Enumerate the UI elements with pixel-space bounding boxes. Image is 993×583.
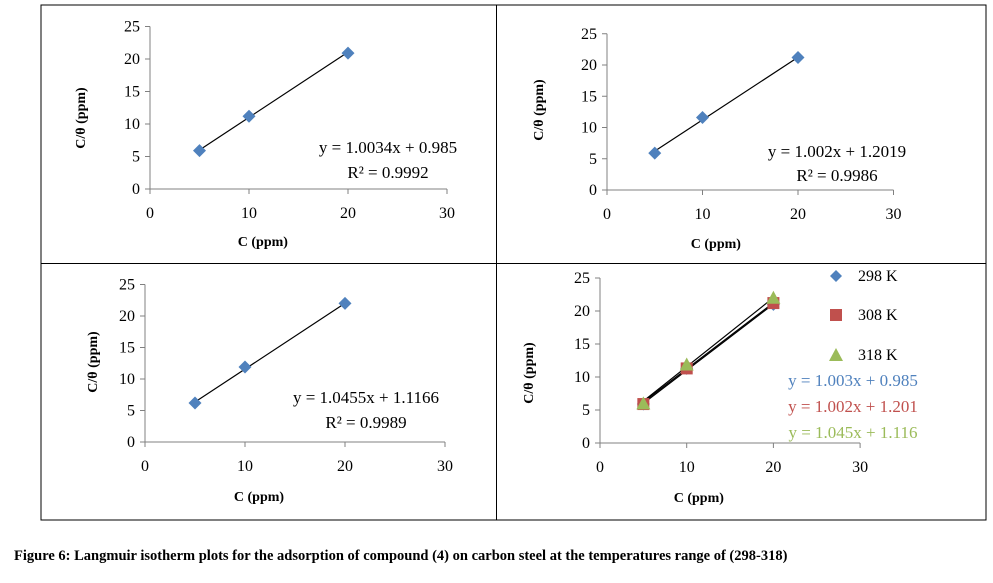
trendline-series-1	[642, 303, 774, 404]
data-point-diamond	[193, 144, 206, 158]
data-point-diamond	[648, 146, 662, 160]
chart-panel-1: 0 5 10 15 20 25 0 10 20 30 C (ppm) C/θ (ppm) y = 1.0…	[74, 19, 457, 251]
x-tick-label: 0	[146, 205, 154, 222]
chart-panels: 0 5 10 15 20 25 0 10 20 30 C (ppm) C/θ (ppm) y = 1.0…	[74, 19, 918, 507]
trendline-series-3	[642, 297, 774, 402]
trendline-series-1	[194, 302, 346, 403]
data-point-diamond	[242, 109, 256, 123]
y-tick-label: 10	[119, 371, 135, 388]
x-tick-label: 10	[237, 458, 253, 475]
equation-annotation: y = 1.0034x + 0.985	[319, 138, 457, 157]
y-tick-label: 15	[581, 88, 597, 105]
data-point-diamond	[696, 111, 709, 124]
legend-label: 298 K	[858, 268, 898, 285]
data-point-diamond	[338, 296, 352, 310]
equation-annotation: y = 1.002x + 1.2019	[768, 142, 906, 161]
y-tick-label: 5	[127, 403, 135, 420]
trendline-series-1	[654, 56, 799, 152]
x-tick-label: 10	[679, 459, 695, 476]
chart-panel-4: 0 5 10 15 20 25 0 10 20 30 C (ppm) C/θ (ppm) y = 1.0…	[522, 268, 918, 506]
x-tick-label: 10	[695, 206, 711, 223]
x-tick-label: 20	[790, 206, 806, 223]
x-tick-label: 0	[141, 458, 149, 475]
y-tick-label: 15	[124, 84, 140, 101]
data-point-diamond	[188, 396, 202, 410]
y-tick-label: 5	[589, 151, 597, 168]
y-tick-label: 20	[574, 303, 590, 320]
y-tick-label: 25	[124, 19, 140, 36]
y-tick-label: 0	[127, 434, 135, 451]
legend-label: 308 K	[858, 307, 898, 324]
x-axis-title: C (ppm)	[691, 237, 742, 252]
x-axis-title: C (ppm)	[234, 490, 285, 505]
y-tick-label: 5	[132, 149, 140, 166]
y-tick-label: 10	[574, 369, 590, 386]
x-tick-label: 20	[340, 205, 356, 222]
data-point-triangle	[679, 357, 694, 371]
equation-annotation: y = 1.045x + 1.116	[788, 423, 917, 442]
y-tick-label: 15	[574, 336, 590, 353]
y-tick-label: 20	[124, 51, 140, 68]
legend: 298 K 308 K 318 K	[829, 268, 898, 364]
x-tick-label: 30	[439, 205, 455, 222]
chart-panel-2: 0 5 10 15 20 25 0 10 20 30 C (ppm) C/θ (ppm) y = 1.0…	[532, 26, 906, 252]
x-tick-label: 0	[596, 459, 604, 476]
legend-marker	[830, 309, 842, 321]
equation-annotation: R² = 0.9989	[325, 413, 406, 432]
legend-label: 318 K	[858, 347, 898, 364]
y-tick-label: 25	[581, 26, 597, 43]
chart-panel-3: 0 5 10 15 20 25 0 10 20 30 C (ppm) C/θ (ppm) y = 1.0…	[86, 277, 453, 506]
y-tick-label: 15	[119, 340, 135, 357]
y-tick-label: 0	[582, 435, 590, 452]
y-tick-label: 20	[581, 57, 597, 74]
legend-marker	[829, 348, 843, 361]
y-tick-label: 5	[582, 402, 590, 419]
y-axis-title: C/θ (ppm)	[522, 342, 537, 404]
x-tick-label: 30	[437, 458, 453, 475]
data-point-triangle	[636, 396, 651, 410]
data-point-diamond	[791, 51, 805, 64]
y-axis-title: C/θ (ppm)	[74, 87, 89, 149]
x-tick-label: 30	[852, 459, 868, 476]
trendline-series-2	[642, 302, 774, 403]
equation-annotation: R² = 0.9986	[796, 166, 877, 185]
x-axis-title: C (ppm)	[238, 235, 289, 250]
y-axis-title: C/θ (ppm)	[86, 331, 101, 393]
y-tick-label: 0	[132, 181, 140, 198]
data-point-diamond	[238, 360, 252, 374]
equation-annotation: y = 1.002x + 1.201	[788, 397, 918, 416]
equation-annotation: R² = 0.9992	[347, 163, 428, 182]
equation-annotation: y = 1.003x + 0.985	[788, 371, 918, 390]
y-tick-label: 10	[124, 116, 140, 133]
legend-marker	[830, 270, 842, 282]
y-tick-label: 0	[589, 182, 597, 199]
y-tick-label: 20	[119, 308, 135, 325]
y-tick-label: 25	[574, 270, 590, 287]
x-tick-label: 20	[337, 458, 353, 475]
y-axis-title: C/θ (ppm)	[532, 79, 547, 141]
x-tick-label: 10	[241, 205, 257, 222]
y-tick-label: 25	[119, 277, 135, 294]
equation-annotation: y = 1.0455x + 1.1166	[293, 388, 439, 407]
data-point-triangle	[766, 290, 781, 304]
x-tick-label: 20	[765, 459, 781, 476]
x-tick-label: 30	[886, 206, 902, 223]
y-tick-label: 10	[581, 120, 597, 137]
trendline-series-1	[199, 51, 349, 151]
figure-caption: Figure 6: Langmuir isotherm plots for th…	[14, 548, 788, 564]
data-point-diamond	[341, 46, 355, 60]
x-axis-title: C (ppm)	[674, 491, 725, 506]
x-tick-label: 0	[603, 206, 611, 223]
panel-grid	[40, 4, 987, 521]
